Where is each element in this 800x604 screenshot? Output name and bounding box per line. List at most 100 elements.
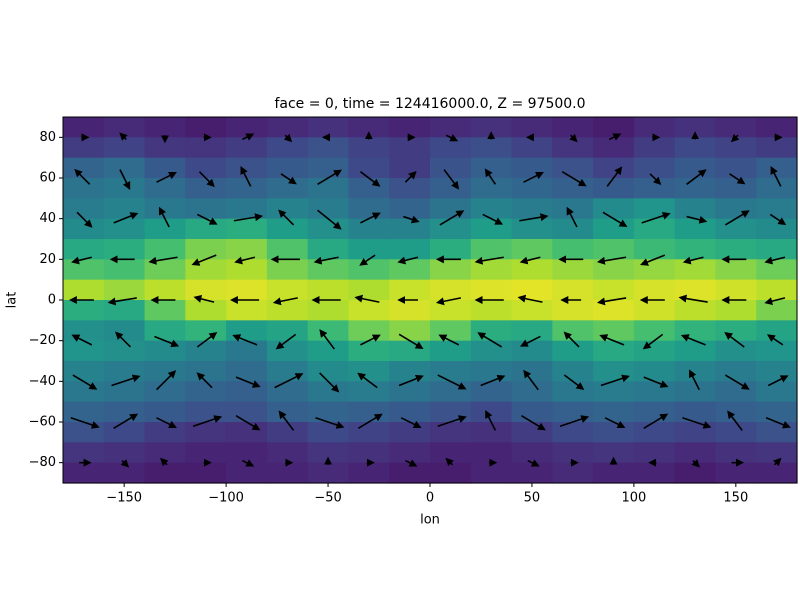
heat-cell — [470, 259, 513, 281]
heat-cell — [389, 218, 431, 240]
wind-arrow — [765, 417, 791, 429]
heat-cell — [593, 259, 635, 281]
heat-cell — [674, 239, 717, 260]
heat-cell — [307, 381, 350, 403]
heat-cell — [185, 381, 227, 403]
wind-arrow — [724, 210, 750, 226]
heat-cell — [430, 401, 472, 423]
heat-cell — [226, 442, 268, 464]
heat-cell — [307, 422, 350, 443]
heat-cell — [633, 157, 676, 179]
wind-arrow — [233, 213, 264, 222]
heat-cell — [103, 239, 146, 260]
wind-arrow — [359, 171, 381, 187]
x-tick-label: 0 — [426, 491, 434, 506]
heat-cell — [389, 259, 431, 281]
heat-cell — [266, 117, 309, 138]
heat-cell — [144, 157, 186, 179]
heat-cell — [756, 137, 798, 159]
heat-cell — [633, 361, 676, 382]
heat-cell — [552, 381, 594, 403]
heat-cell — [226, 218, 268, 240]
wind-arrow — [274, 373, 304, 389]
heat-cell — [103, 178, 146, 199]
wind-arrow — [319, 372, 340, 393]
heat-cell — [226, 239, 268, 260]
heat-cell — [144, 361, 186, 382]
heat-cell — [144, 117, 186, 138]
y-tick-label: −80 — [29, 455, 56, 470]
heat-cell — [144, 340, 186, 362]
heat-cell — [674, 198, 717, 220]
heat-cell — [226, 117, 268, 138]
heat-cell — [266, 198, 309, 220]
heat-cell — [185, 198, 227, 220]
heat-cell — [348, 442, 390, 464]
heat-cell — [226, 381, 268, 403]
heat-cell — [63, 300, 105, 321]
wind-arrow — [519, 213, 549, 222]
heat-cell — [103, 198, 146, 220]
heat-cell — [389, 279, 431, 301]
y-tick-label: 40 — [39, 211, 56, 226]
wind-arrow — [148, 256, 178, 265]
wind-arrow — [561, 171, 587, 187]
heat-cell — [103, 320, 146, 342]
heat-cell — [715, 320, 757, 342]
wind-arrow — [724, 331, 745, 348]
heat-cell — [348, 381, 390, 403]
heat-cell — [430, 239, 472, 260]
x-tick-label: −50 — [314, 491, 341, 506]
wind-arrow — [241, 133, 255, 141]
heat-cell — [470, 239, 513, 260]
heat-cell — [511, 279, 553, 301]
heat-cell — [674, 361, 717, 382]
x-axis-label: lon — [420, 513, 440, 528]
heat-cell — [63, 198, 105, 220]
heat-cell — [756, 361, 798, 382]
heat-cell — [593, 361, 635, 382]
wind-arrow — [357, 372, 378, 389]
heat-cell — [633, 178, 676, 199]
heat-cell — [511, 320, 553, 342]
heat-cell — [389, 401, 431, 423]
heat-cell — [511, 361, 553, 382]
heat-cell — [63, 239, 105, 260]
heat-cell — [470, 300, 513, 321]
heat-cell — [511, 401, 553, 423]
heat-cell — [756, 340, 798, 362]
heat-cell — [511, 340, 553, 362]
wind-arrow — [521, 415, 546, 431]
heat-cell — [185, 117, 227, 138]
heat-cell — [756, 279, 798, 301]
heat-cell — [715, 218, 757, 240]
heat-cell — [185, 442, 227, 464]
heat-cell — [756, 157, 798, 179]
heat-cell — [144, 320, 186, 342]
heat-cell — [715, 198, 757, 220]
wind-arrow — [649, 173, 662, 186]
heat-cell — [674, 178, 717, 199]
wind-arrow — [192, 415, 223, 427]
heat-cell — [633, 422, 676, 443]
heat-cell — [430, 300, 472, 321]
heat-cell — [389, 340, 431, 362]
heat-cell — [674, 218, 717, 240]
heat-cell — [552, 178, 594, 199]
heat-cell — [430, 137, 472, 159]
heat-cell — [430, 320, 472, 342]
heat-cell — [226, 198, 268, 220]
wind-arrow — [120, 459, 130, 468]
x-tick-label: 150 — [723, 491, 748, 506]
heat-cell — [633, 442, 676, 464]
heat-cell — [185, 361, 227, 382]
heat-cell — [63, 157, 105, 179]
heat-cell — [715, 462, 757, 484]
heat-cell — [511, 157, 553, 179]
x-tick-label: −150 — [106, 491, 142, 506]
wind-arrow — [278, 410, 295, 431]
wind-arrow — [596, 256, 627, 265]
wind-arrow — [643, 413, 669, 429]
heat-cell — [593, 401, 635, 423]
wind-arrow — [113, 413, 139, 429]
